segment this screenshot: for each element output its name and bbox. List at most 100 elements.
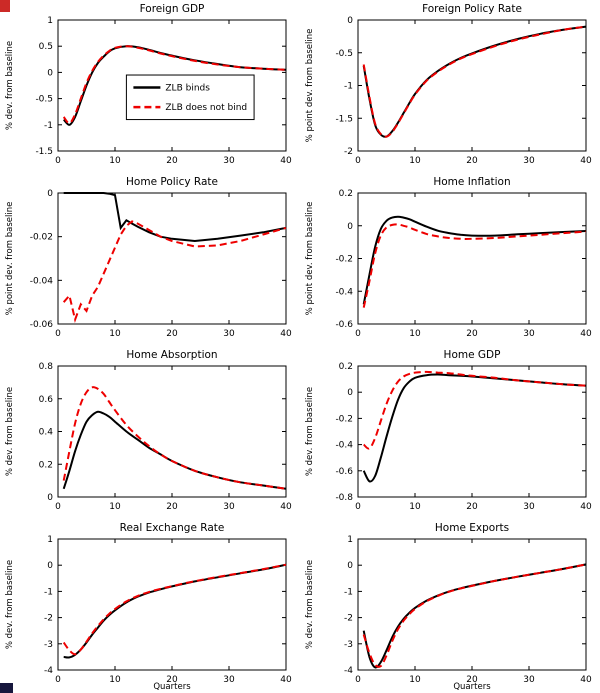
plot-svg-foreign-gdp: 0 10 20 30 40 -1.5 -1 -0.5 0 0.5 1 Foreign GDP % dev…	[5, 3, 292, 166]
axes-box	[57, 365, 287, 498]
scan-artifact-top-left-icon	[0, 0, 10, 12]
chart-foreign-policy-rate: 0 10 20 30 40 -2 -1.5 -1 -0.5 0 Foreign Policy Rat…	[300, 0, 600, 173]
y-tick-label: 1	[47, 535, 53, 545]
series-zlb-does-not-bind	[62, 563, 287, 656]
x-tick-label: 10	[109, 156, 121, 166]
x-tick-label: 10	[409, 675, 421, 685]
x-tick-label: 30	[223, 502, 235, 512]
series-zlb-binds	[63, 192, 287, 243]
x-axis-label: Quarters	[453, 682, 491, 692]
plot-svg-foreign-policy-rate: 0 10 20 30 40 -2 -1.5 -1 -0.5 0 Foreign Policy Rat…	[305, 3, 592, 166]
y-axis-label: % point dev. from baseline	[305, 202, 315, 316]
x-tick-label: 10	[409, 329, 421, 339]
series-zlb-does-not-bind	[62, 45, 287, 125]
x-tick-label: 20	[166, 329, 178, 339]
legend-label: ZLB binds	[165, 83, 210, 93]
y-tick-label: -0.5	[35, 95, 53, 105]
y-axis-label: % point dev. from baseline	[5, 202, 15, 316]
x-tick-label: 20	[166, 675, 178, 685]
chart-title: Home GDP	[444, 349, 501, 361]
x-tick-label: 20	[466, 502, 478, 512]
y-tick-label: 0.6	[39, 395, 54, 405]
plot-svg-home-gdp: 0 10 20 30 40 -0.8 -0.6 -0.4 -0.2 0 0.2 Home GDP % d…	[305, 349, 592, 512]
y-axis-label: % dev. from baseline	[305, 560, 315, 649]
y-tick-label: 0	[47, 68, 53, 78]
chart-home-exports: 0 10 20 30 40 -4 -3 -2 -1 0 1 Home Exports % dev. fr…	[300, 519, 600, 692]
y-tick-label: 0	[47, 561, 53, 571]
y-tick-label: -2	[344, 147, 353, 157]
y-tick-label: -1	[44, 121, 53, 131]
y-tick-label: -2	[344, 614, 353, 624]
x-tick-label: 20	[166, 156, 178, 166]
legend-box	[125, 74, 255, 121]
plot-svg-home-absorption: 0 10 20 30 40 0 0.2 0.4 0.6 0.8 Home Absorption % d…	[5, 349, 292, 512]
series-zlb-binds	[362, 563, 587, 669]
axes-box	[57, 192, 287, 325]
scan-artifact-bottom-left-icon	[0, 683, 13, 693]
x-tick-label: 0	[55, 675, 61, 685]
series-zlb-binds	[362, 25, 587, 138]
y-tick-label: 0	[47, 493, 53, 503]
y-tick-label: -0.2	[335, 255, 353, 265]
y-tick-label: -0.2	[335, 414, 353, 424]
plot-svg-home-policy-rate: 0 10 20 30 40 -0.06 -0.04 -0.02 0 Home Policy Rat…	[5, 176, 292, 339]
y-axis-label: % dev. from baseline	[5, 387, 15, 476]
y-tick-label: -0.6	[335, 467, 353, 477]
y-tick-label: 0.2	[39, 460, 53, 470]
chart-title: Home Inflation	[433, 176, 510, 188]
series-zlb-binds	[362, 215, 587, 305]
series-zlb-does-not-bind	[362, 25, 587, 138]
plot-svg-home-inflation: 0 10 20 30 40 -0.6 -0.4 -0.2 0 0.2 Home Inflation%…	[305, 176, 592, 339]
y-tick-label: -0.06	[30, 320, 54, 330]
axes-box	[357, 538, 587, 671]
y-tick-label: -0.5	[335, 49, 353, 59]
series-zlb-does-not-bind	[62, 220, 287, 324]
chart-real-exchange-rate: 0 10 20 30 40 -4 -3 -2 -1 0 1 Real Exchange Rate % d…	[0, 519, 300, 692]
x-tick-label: 10	[409, 156, 421, 166]
x-tick-label: 30	[523, 675, 535, 685]
series-zlb-does-not-bind	[363, 370, 587, 450]
chart-title: Foreign GDP	[140, 3, 205, 15]
x-axis-label: Quarters	[153, 682, 191, 692]
chart-home-inflation: 0 10 20 30 40 -0.6 -0.4 -0.2 0 0.2 Home Inflation%…	[300, 173, 600, 346]
x-tick-label: 40	[280, 156, 292, 166]
y-tick-label: -2	[44, 614, 53, 624]
x-tick-label: 40	[280, 675, 292, 685]
series-zlb-binds	[362, 373, 587, 483]
x-tick-label: 40	[580, 502, 592, 512]
chart-home-absorption: 0 10 20 30 40 0 0.2 0.4 0.6 0.8 Home Absorption % d…	[0, 346, 300, 519]
x-tick-label: 10	[409, 502, 421, 512]
y-axis-label: % dev. from baseline	[305, 387, 315, 476]
x-tick-label: 20	[166, 502, 178, 512]
x-tick-label: 0	[355, 502, 361, 512]
chart-title: Real Exchange Rate	[120, 522, 225, 534]
series-zlb-does-not-bind	[362, 223, 587, 308]
y-tick-label: 0	[347, 222, 353, 232]
chart-title: Foreign Policy Rate	[422, 3, 522, 15]
y-tick-label: -1.5	[335, 114, 353, 124]
x-tick-label: 10	[109, 329, 121, 339]
plot-svg-home-exports: 0 10 20 30 40 -4 -3 -2 -1 0 1 Home Exports % dev. fr…	[305, 522, 592, 692]
x-tick-label: 10	[109, 502, 121, 512]
x-tick-label: 40	[280, 329, 292, 339]
y-tick-label: 0.4	[39, 428, 54, 438]
x-tick-label: 20	[466, 329, 478, 339]
chart-title: Home Policy Rate	[126, 176, 218, 188]
x-tick-label: 0	[355, 156, 361, 166]
x-tick-label: 0	[355, 329, 361, 339]
axes-box	[357, 365, 587, 498]
x-tick-label: 30	[523, 329, 535, 339]
y-tick-label: 0	[347, 388, 353, 398]
y-tick-label: -0.02	[30, 233, 53, 243]
y-tick-label: -0.4	[335, 441, 353, 451]
chart-home-gdp: 0 10 20 30 40 -0.8 -0.6 -0.4 -0.2 0 0.2 Home GDP % d…	[300, 346, 600, 519]
x-tick-label: 0	[55, 502, 61, 512]
x-tick-label: 40	[280, 502, 292, 512]
y-tick-label: -0.4	[335, 287, 353, 297]
x-tick-label: 30	[223, 156, 235, 166]
series-zlb-binds	[62, 410, 287, 490]
plot-svg-real-exchange-rate: 0 10 20 30 40 -4 -3 -2 -1 0 1 Real Exchange Rate % d…	[5, 522, 292, 692]
x-tick-label: 30	[523, 156, 535, 166]
